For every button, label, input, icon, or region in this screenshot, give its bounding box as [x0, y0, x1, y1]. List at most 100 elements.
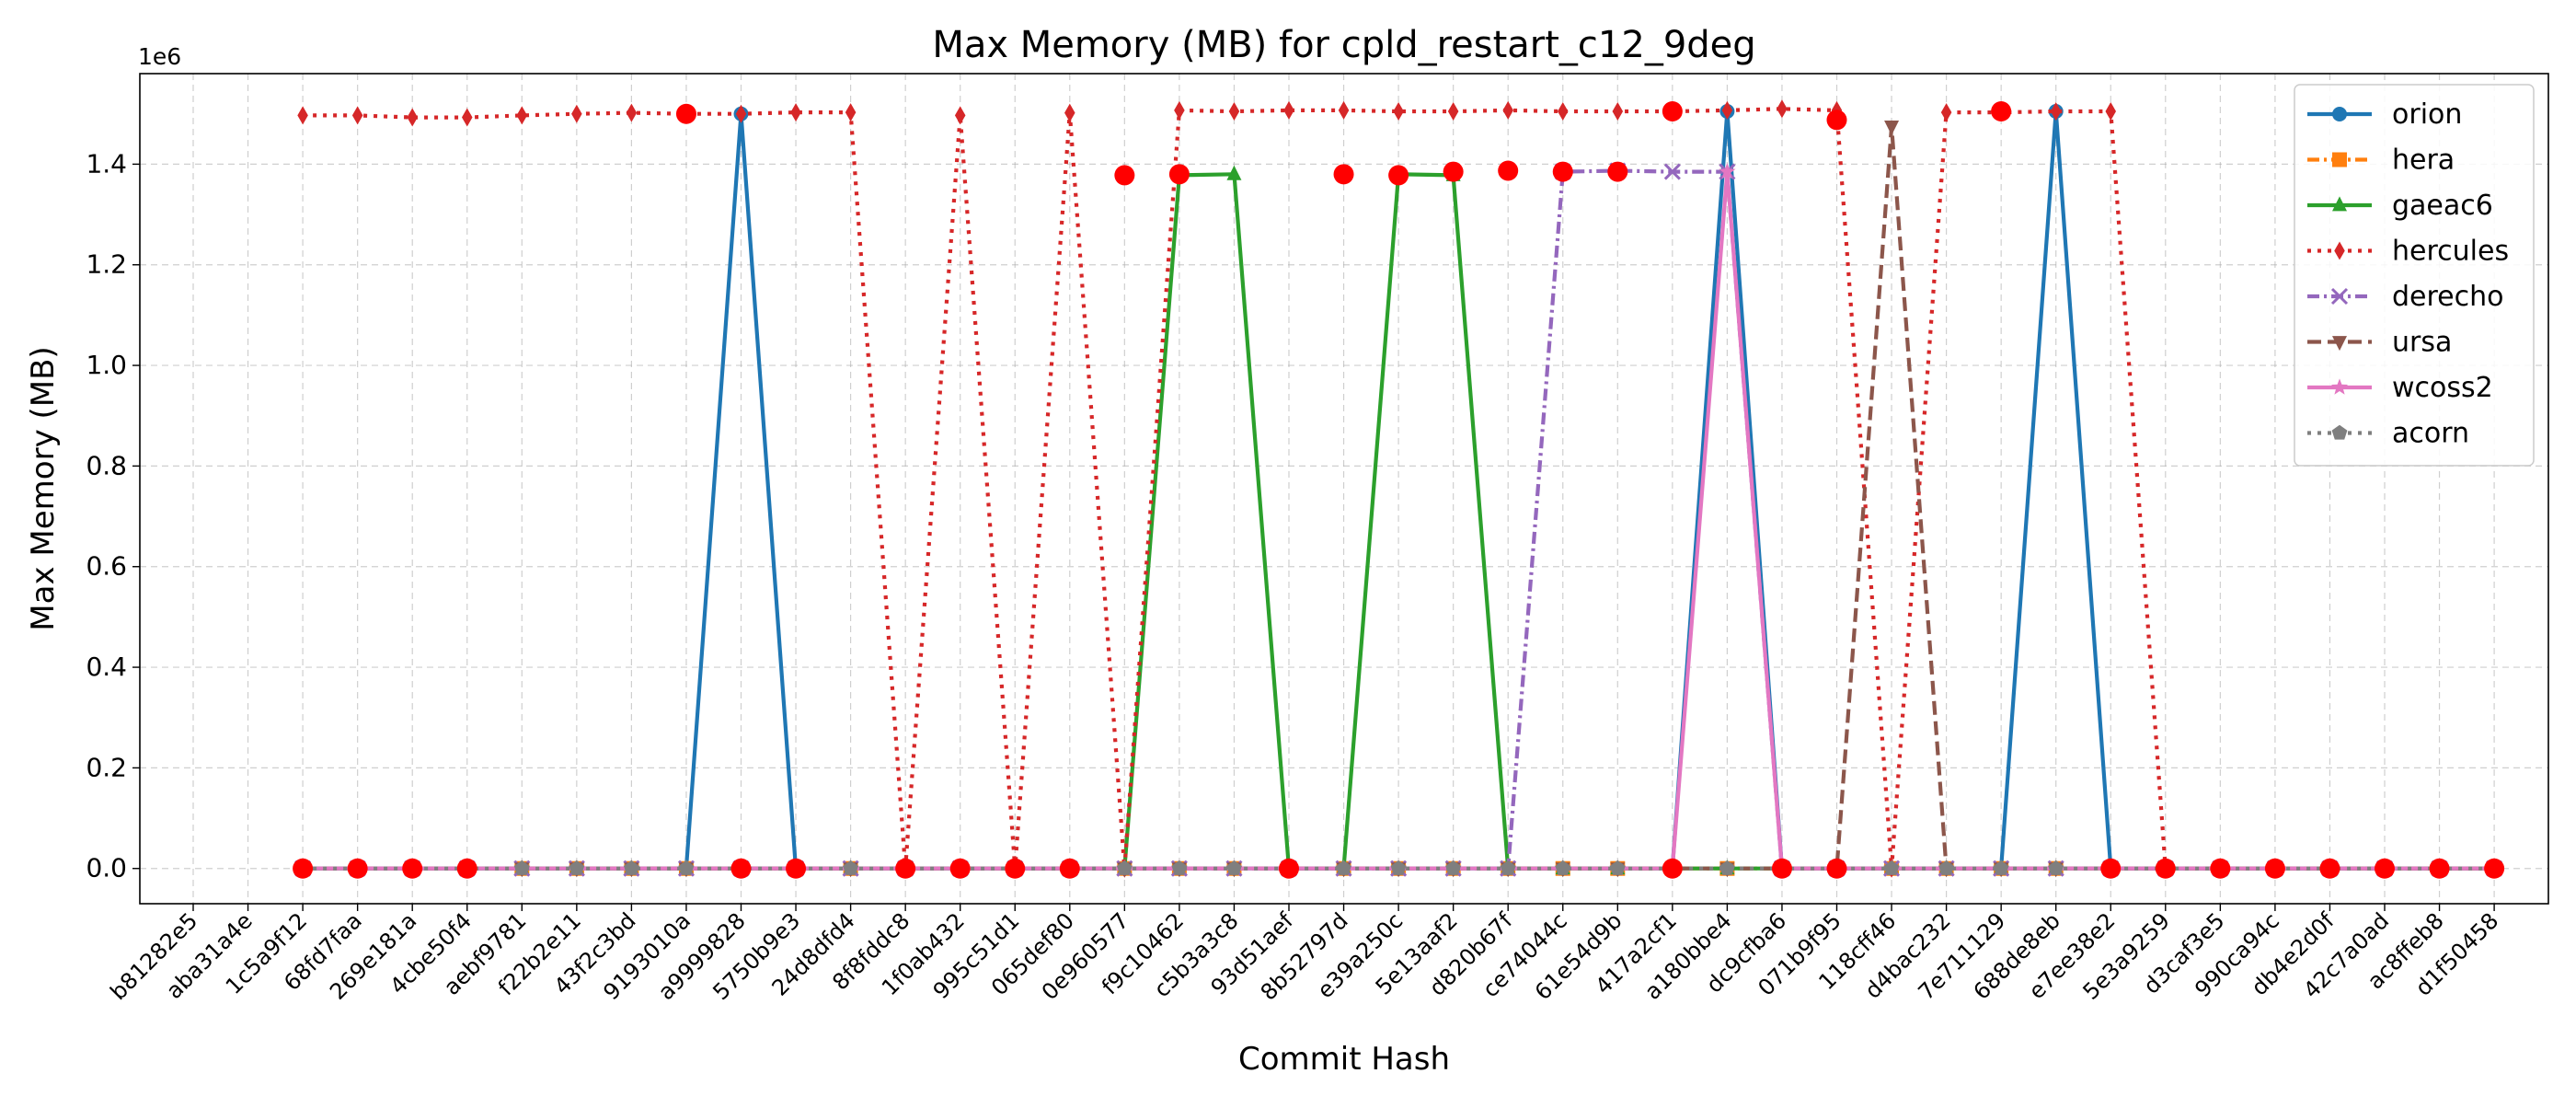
highlight-point: [1826, 110, 1847, 131]
legend-entry: acorn: [2307, 418, 2469, 450]
highlight-point: [1443, 161, 1464, 182]
highlight-point: [1991, 101, 2012, 121]
y-tick-label: 0.4: [86, 652, 127, 682]
data-point: [1226, 860, 1242, 875]
y-tick-label: 0.8: [86, 450, 127, 480]
highlight-point: [1059, 858, 1080, 879]
data-point: [2048, 860, 2064, 875]
data-point: [2330, 287, 2349, 306]
data-point: [569, 860, 585, 875]
highlight-point: [1662, 101, 1683, 121]
highlight-point: [2210, 858, 2231, 879]
data-point: [461, 108, 473, 127]
y-tick-label: 1.4: [86, 148, 127, 179]
highlight-point: [1114, 165, 1135, 186]
highlight-point: [1771, 858, 1792, 879]
y-tick-label: 0.6: [86, 551, 127, 582]
highlight-point: [1168, 164, 1190, 185]
highlight-point: [730, 858, 752, 879]
y-tick-label: 1.0: [86, 350, 127, 380]
data-point: [1064, 103, 1075, 122]
highlight-point: [949, 858, 971, 879]
data-point: [1663, 163, 1681, 180]
highlight-point: [1498, 160, 1519, 181]
data-point: [2050, 102, 2062, 121]
legend-label: derecho: [2392, 281, 2504, 313]
highlighted-points: [293, 101, 2505, 879]
chart-title: Max Memory (MB) for cpld_restart_c12_9de…: [932, 24, 1755, 66]
data-point: [1500, 860, 1516, 875]
highlight-point: [1005, 858, 1026, 879]
legend-entry: hercules: [2307, 236, 2509, 268]
legend-label: acorn: [2392, 418, 2469, 450]
data-point: [1993, 860, 2009, 875]
data-point: [1174, 100, 1185, 120]
y-tick-label: 0.0: [86, 853, 127, 883]
data-point: [297, 106, 308, 125]
data-point: [1336, 860, 1351, 875]
data-point: [1393, 102, 1404, 121]
data-point: [2332, 336, 2347, 352]
data-point: [1721, 100, 1733, 120]
data-point: [2105, 102, 2117, 121]
data-point: [1502, 100, 1513, 120]
highlight-point: [2319, 858, 2340, 879]
data-point: [1226, 165, 1242, 180]
data-point: [1777, 99, 1788, 119]
data-point: [1609, 860, 1626, 875]
series-line-hercules: [303, 107, 2495, 871]
highlight-point: [2264, 858, 2285, 879]
data-point: [1883, 860, 1900, 875]
data-point: [1557, 102, 1569, 121]
data-point: [2332, 196, 2347, 212]
highlight-point: [2155, 858, 2176, 879]
y-offset-label: 1e6: [138, 43, 181, 70]
data-point: [1884, 121, 1900, 135]
data-point: [2330, 378, 2349, 395]
highlight-point: [1552, 161, 1573, 182]
data-point: [735, 104, 747, 123]
legend-entry: wcoss2: [2307, 372, 2493, 404]
data-point: [843, 860, 858, 875]
highlight-point: [786, 858, 807, 879]
data-point: [626, 103, 638, 122]
highlight-point: [2429, 858, 2450, 879]
data-point: [516, 106, 528, 125]
highlight-point: [895, 858, 916, 879]
data-point: [1338, 100, 1350, 120]
data-point: [1171, 860, 1188, 875]
data-point: [2334, 241, 2345, 260]
highlight-point: [1826, 858, 1847, 879]
legend-entry: orion: [2307, 98, 2462, 131]
highlight-point: [1607, 161, 1628, 182]
data-point: [845, 103, 857, 122]
grid: [140, 74, 2548, 904]
data-point: [513, 860, 530, 875]
legend-entry: gaeac6: [2307, 190, 2493, 222]
data-point: [2331, 424, 2348, 440]
highlight-point: [2484, 858, 2505, 879]
data-point: [624, 860, 639, 875]
legend-label: hera: [2392, 144, 2455, 177]
data-point: [2332, 152, 2347, 167]
data-point: [1447, 102, 1459, 121]
data-point: [678, 860, 695, 875]
data-point: [1228, 102, 1240, 121]
data-point: [1612, 102, 1624, 121]
legend-label: gaeac6: [2392, 190, 2493, 222]
y-tick-label: 0.2: [86, 752, 127, 782]
data-point: [1719, 163, 1736, 179]
legend: orion hera gaeac6 hercules derecho ursa wcoss2…: [2294, 84, 2535, 467]
legend-label: orion: [2392, 98, 2462, 131]
data-point: [351, 106, 363, 125]
legend-entry: ursa: [2307, 327, 2452, 359]
highlight-point: [675, 103, 696, 124]
legend-entry: hera: [2307, 144, 2455, 177]
legend-box: [2294, 84, 2535, 467]
x-axis-label: Commit Hash: [1238, 1041, 1450, 1078]
highlight-point: [293, 858, 314, 879]
highlight-point: [1388, 165, 1409, 186]
highlight-point: [1333, 164, 1354, 185]
